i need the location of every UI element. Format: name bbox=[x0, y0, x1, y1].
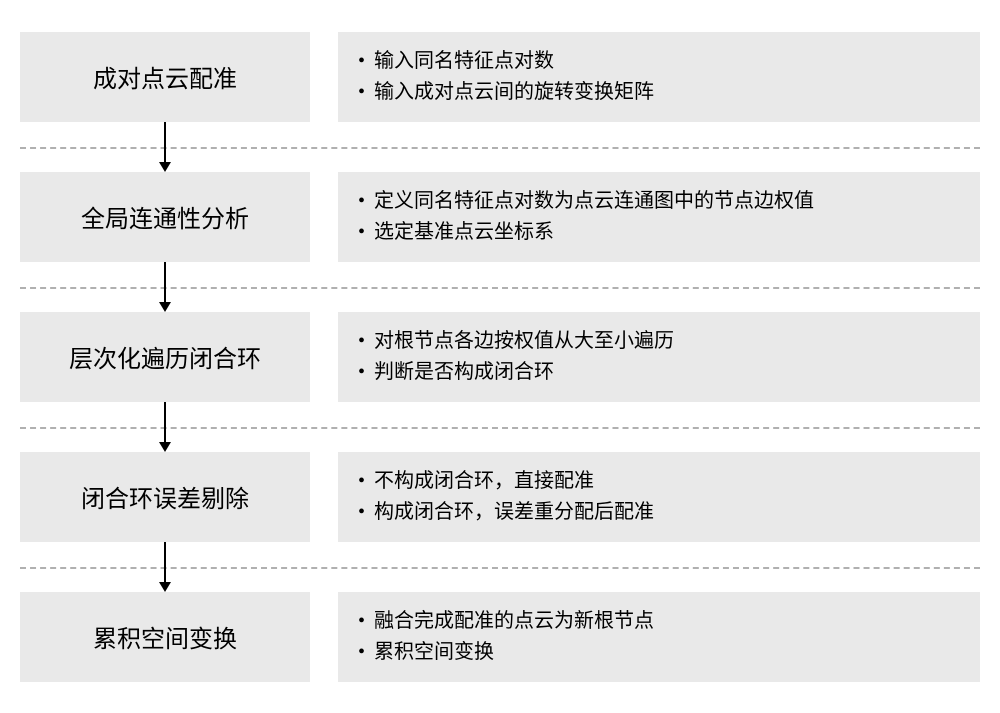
step-detail-box: 输入同名特征点对数 输入成对点云间的旋转变换矩阵 bbox=[338, 32, 980, 122]
flowchart-container: 成对点云配准 输入同名特征点对数 输入成对点云间的旋转变换矩阵 全局连通性分析 … bbox=[20, 22, 980, 692]
detail-list: 对根节点各边按权值从大至小遍历 判断是否构成闭合环 bbox=[348, 326, 962, 388]
arrow-column bbox=[20, 262, 310, 312]
detail-list: 不构成闭合环，直接配准 构成闭合环，误差重分配后配准 bbox=[348, 466, 962, 528]
separator bbox=[20, 122, 980, 172]
arrow-column bbox=[20, 542, 310, 592]
step-title-box: 成对点云配准 bbox=[20, 32, 310, 122]
step-row: 层次化遍历闭合环 对根节点各边按权值从大至小遍历 判断是否构成闭合环 bbox=[20, 312, 980, 402]
detail-item: 构成闭合环，误差重分配后配准 bbox=[348, 497, 962, 528]
step-title: 层次化遍历闭合环 bbox=[69, 339, 261, 374]
arrow-down-icon bbox=[153, 262, 177, 312]
detail-item: 输入成对点云间的旋转变换矩阵 bbox=[348, 77, 962, 108]
step-title-box: 全局连通性分析 bbox=[20, 172, 310, 262]
detail-item: 累积空间变换 bbox=[348, 637, 962, 668]
detail-item: 定义同名特征点对数为点云连通图中的节点边权值 bbox=[348, 186, 962, 217]
step-detail-box: 不构成闭合环，直接配准 构成闭合环，误差重分配后配准 bbox=[338, 452, 980, 542]
step-detail-box: 融合完成配准的点云为新根节点 累积空间变换 bbox=[338, 592, 980, 682]
step-row: 累积空间变换 融合完成配准的点云为新根节点 累积空间变换 bbox=[20, 592, 980, 682]
arrow-column bbox=[20, 402, 310, 452]
step-row: 成对点云配准 输入同名特征点对数 输入成对点云间的旋转变换矩阵 bbox=[20, 32, 980, 122]
detail-item: 选定基准点云坐标系 bbox=[348, 217, 962, 248]
step-title-box: 累积空间变换 bbox=[20, 592, 310, 682]
separator bbox=[20, 542, 980, 592]
detail-list: 融合完成配准的点云为新根节点 累积空间变换 bbox=[348, 606, 962, 668]
step-title: 全局连通性分析 bbox=[81, 199, 249, 234]
step-title-box: 闭合环误差剔除 bbox=[20, 452, 310, 542]
step-row: 全局连通性分析 定义同名特征点对数为点云连通图中的节点边权值 选定基准点云坐标系 bbox=[20, 172, 980, 262]
step-detail-box: 对根节点各边按权值从大至小遍历 判断是否构成闭合环 bbox=[338, 312, 980, 402]
step-title: 闭合环误差剔除 bbox=[81, 479, 249, 514]
detail-list: 定义同名特征点对数为点云连通图中的节点边权值 选定基准点云坐标系 bbox=[348, 186, 962, 248]
detail-item: 判断是否构成闭合环 bbox=[348, 357, 962, 388]
detail-item: 不构成闭合环，直接配准 bbox=[348, 466, 962, 497]
step-row: 闭合环误差剔除 不构成闭合环，直接配准 构成闭合环，误差重分配后配准 bbox=[20, 452, 980, 542]
detail-item: 融合完成配准的点云为新根节点 bbox=[348, 606, 962, 637]
arrow-down-icon bbox=[153, 122, 177, 172]
arrow-down-icon bbox=[153, 402, 177, 452]
detail-item: 输入同名特征点对数 bbox=[348, 46, 962, 77]
step-detail-box: 定义同名特征点对数为点云连通图中的节点边权值 选定基准点云坐标系 bbox=[338, 172, 980, 262]
step-title: 成对点云配准 bbox=[93, 59, 237, 94]
step-title: 累积空间变换 bbox=[93, 619, 237, 654]
arrow-column bbox=[20, 122, 310, 172]
arrow-down-icon bbox=[153, 542, 177, 592]
separator bbox=[20, 402, 980, 452]
detail-list: 输入同名特征点对数 输入成对点云间的旋转变换矩阵 bbox=[348, 46, 962, 108]
separator bbox=[20, 262, 980, 312]
detail-item: 对根节点各边按权值从大至小遍历 bbox=[348, 326, 962, 357]
step-title-box: 层次化遍历闭合环 bbox=[20, 312, 310, 402]
